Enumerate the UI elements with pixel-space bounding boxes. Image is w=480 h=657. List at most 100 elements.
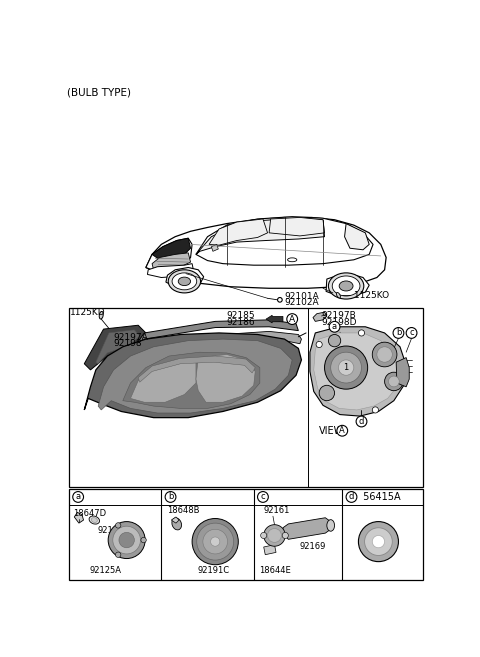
Circle shape: [377, 347, 392, 362]
Text: b: b: [168, 493, 173, 501]
Text: 92101A: 92101A: [285, 292, 319, 302]
Text: VIEW: VIEW: [319, 426, 344, 436]
Circle shape: [113, 526, 141, 554]
Circle shape: [73, 491, 84, 503]
Polygon shape: [166, 267, 204, 288]
Ellipse shape: [178, 277, 191, 286]
Circle shape: [359, 522, 398, 562]
Circle shape: [316, 342, 322, 348]
Text: a: a: [332, 323, 337, 331]
Polygon shape: [138, 356, 255, 382]
Text: 92102A: 92102A: [285, 298, 319, 307]
Ellipse shape: [168, 270, 201, 293]
Polygon shape: [396, 357, 409, 387]
Circle shape: [406, 328, 417, 338]
Circle shape: [165, 491, 176, 503]
FancyArrow shape: [266, 315, 283, 323]
Text: 1: 1: [344, 363, 349, 372]
Circle shape: [384, 373, 403, 391]
Text: A: A: [339, 426, 345, 435]
Text: c: c: [409, 328, 414, 338]
Circle shape: [393, 328, 404, 338]
Bar: [69, 489, 423, 580]
Circle shape: [264, 525, 285, 546]
Ellipse shape: [91, 518, 97, 522]
Polygon shape: [98, 339, 292, 413]
Text: 92125A: 92125A: [90, 566, 122, 576]
Text: (BULB TYPE): (BULB TYPE): [67, 87, 132, 97]
Text: 56415A: 56415A: [360, 492, 401, 502]
Text: 92185: 92185: [227, 311, 255, 321]
Circle shape: [388, 376, 399, 387]
Polygon shape: [147, 263, 193, 277]
Circle shape: [319, 385, 335, 401]
Ellipse shape: [288, 258, 297, 261]
Ellipse shape: [327, 520, 335, 532]
Polygon shape: [196, 217, 373, 265]
Polygon shape: [123, 352, 260, 409]
Circle shape: [192, 518, 238, 565]
Polygon shape: [310, 327, 406, 416]
Polygon shape: [74, 512, 84, 523]
Polygon shape: [264, 545, 276, 555]
Text: c: c: [261, 493, 265, 501]
Polygon shape: [314, 333, 398, 410]
Ellipse shape: [336, 292, 340, 298]
Circle shape: [328, 334, 341, 347]
Circle shape: [267, 528, 281, 543]
Text: 92198: 92198: [114, 339, 142, 348]
Polygon shape: [84, 333, 301, 418]
Polygon shape: [345, 223, 369, 250]
Polygon shape: [269, 217, 324, 236]
Circle shape: [365, 528, 392, 555]
Polygon shape: [209, 219, 267, 245]
Ellipse shape: [328, 273, 364, 299]
Polygon shape: [134, 320, 299, 352]
Text: 18648B: 18648B: [168, 507, 200, 515]
Circle shape: [282, 532, 288, 539]
Polygon shape: [146, 217, 386, 288]
Text: 92191C: 92191C: [197, 566, 229, 576]
Circle shape: [197, 523, 234, 560]
Circle shape: [258, 491, 268, 503]
Circle shape: [331, 352, 361, 383]
Text: 92140E: 92140E: [97, 526, 129, 535]
Text: 92161: 92161: [264, 507, 290, 515]
Circle shape: [108, 522, 145, 558]
Text: A: A: [289, 315, 295, 324]
Circle shape: [324, 346, 368, 389]
Text: 92198D: 92198D: [322, 318, 357, 327]
Circle shape: [211, 537, 220, 546]
Polygon shape: [96, 330, 140, 364]
Text: 92186: 92186: [227, 318, 255, 327]
Circle shape: [203, 530, 228, 554]
Polygon shape: [152, 253, 191, 270]
Ellipse shape: [339, 281, 353, 291]
Polygon shape: [138, 331, 301, 359]
Circle shape: [359, 330, 365, 336]
Ellipse shape: [89, 516, 99, 524]
Text: 18647D: 18647D: [73, 509, 106, 518]
Circle shape: [372, 535, 384, 548]
Circle shape: [287, 313, 298, 325]
Bar: [69, 307, 423, 487]
Polygon shape: [171, 517, 179, 523]
Ellipse shape: [172, 273, 197, 290]
Text: d: d: [359, 417, 364, 426]
Circle shape: [329, 321, 340, 332]
Text: 1125KD: 1125KD: [71, 307, 106, 317]
Ellipse shape: [99, 311, 103, 319]
Circle shape: [372, 407, 378, 413]
Ellipse shape: [172, 518, 181, 530]
Polygon shape: [84, 325, 146, 370]
Circle shape: [277, 298, 282, 302]
Circle shape: [141, 537, 146, 543]
Ellipse shape: [332, 276, 360, 296]
Polygon shape: [196, 218, 324, 254]
Polygon shape: [152, 238, 191, 260]
Circle shape: [356, 416, 367, 427]
Text: 18644E: 18644E: [259, 566, 291, 576]
Text: d: d: [349, 493, 354, 501]
Polygon shape: [326, 275, 369, 296]
Circle shape: [338, 360, 354, 375]
